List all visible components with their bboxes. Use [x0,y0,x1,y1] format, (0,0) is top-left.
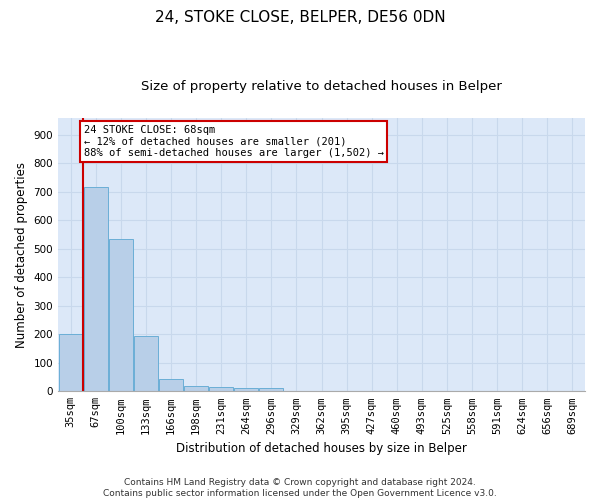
Bar [235,388,258,392]
Bar [59,334,83,392]
Bar [84,187,107,392]
Text: 24, STOKE CLOSE, BELPER, DE56 0DN: 24, STOKE CLOSE, BELPER, DE56 0DN [155,10,445,25]
Bar [209,387,233,392]
X-axis label: Distribution of detached houses by size in Belper: Distribution of detached houses by size … [176,442,467,455]
Bar [134,336,158,392]
Title: Size of property relative to detached houses in Belper: Size of property relative to detached ho… [141,80,502,93]
Bar [259,388,283,392]
Y-axis label: Number of detached properties: Number of detached properties [15,162,28,348]
Bar [184,386,208,392]
Bar [159,380,183,392]
Text: Contains HM Land Registry data © Crown copyright and database right 2024.
Contai: Contains HM Land Registry data © Crown c… [103,478,497,498]
Text: 24 STOKE CLOSE: 68sqm
← 12% of detached houses are smaller (201)
88% of semi-det: 24 STOKE CLOSE: 68sqm ← 12% of detached … [83,125,383,158]
Bar [109,238,133,392]
